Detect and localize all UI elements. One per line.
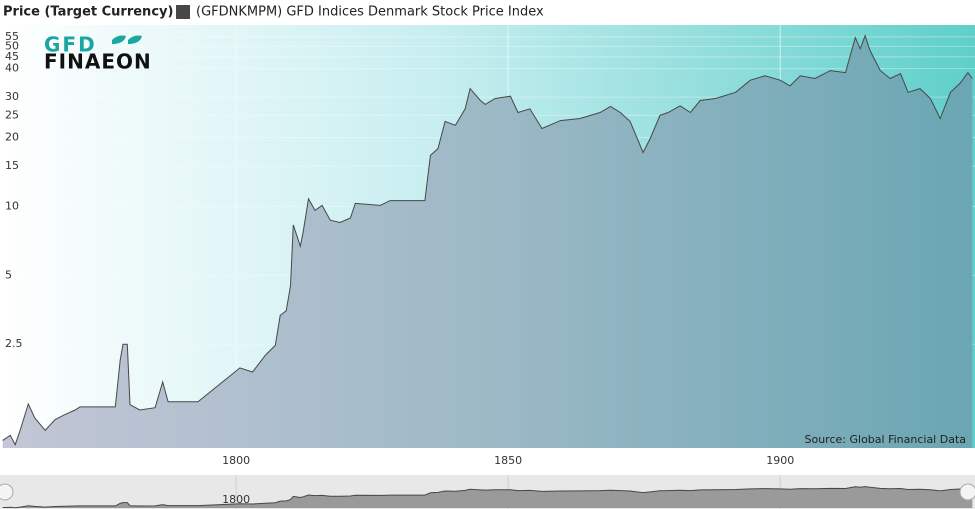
- logo-icon: [112, 35, 142, 44]
- legend-label: (GFDNKMPM) GFD Indices Denmark Stock Pri…: [196, 5, 544, 20]
- logo-bottom: FINAEON: [44, 50, 152, 74]
- chart-title: Price (Target Currency): [3, 5, 173, 20]
- x-tick-label: 1800: [222, 454, 250, 467]
- logo: GFD FINAEON: [44, 33, 152, 74]
- y-tick-label: 2.5: [5, 337, 23, 350]
- navigator-area: [2, 486, 973, 508]
- logo-top: GFD: [44, 33, 97, 57]
- x-tick-label: 1850: [494, 454, 522, 467]
- y-tick-label: 5: [5, 268, 12, 281]
- navigator-handle[interactable]: [959, 483, 975, 501]
- navigator-label: 1800: [222, 493, 250, 506]
- series-area: [2, 35, 973, 448]
- x-tick-label: 1900: [766, 454, 794, 467]
- y-tick-label: 55: [5, 30, 19, 43]
- legend-swatch: [176, 5, 190, 19]
- y-tick-label: 45: [5, 50, 19, 63]
- series-line: [2, 34, 973, 446]
- navigator-handle[interactable]: [0, 483, 14, 501]
- y-tick-label: 40: [5, 62, 19, 75]
- y-tick-label: 20: [5, 130, 19, 143]
- navigator-line: [2, 486, 973, 509]
- y-tick-label: 25: [5, 108, 19, 121]
- y-tick-label: 15: [5, 159, 19, 172]
- y-tick-label: 30: [5, 90, 19, 103]
- source-note: Source: Global Financial Data: [805, 433, 967, 446]
- y-tick-label: 50: [5, 39, 19, 52]
- y-tick-label: 10: [5, 199, 19, 212]
